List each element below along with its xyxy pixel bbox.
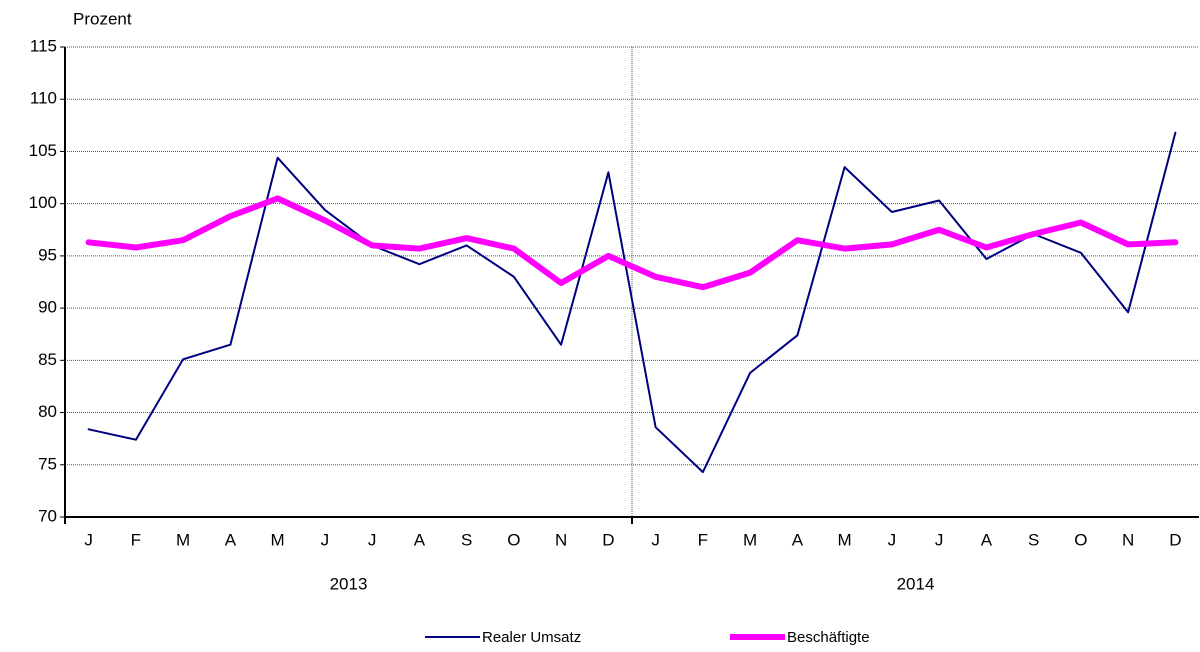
y-tick-label: 85 [38,350,57,369]
x-tick-label: S [1028,530,1039,549]
y-tick-label: 70 [38,506,57,525]
y-tick-label: 80 [38,402,57,421]
x-tick-label: D [1169,530,1181,549]
group-label: 2014 [897,574,935,593]
x-tick-label: O [1074,530,1087,549]
x-tick-label: A [981,530,993,549]
x-tick-label: F [698,530,708,549]
x-tick-label: M [743,530,757,549]
x-tick-label: J [84,530,93,549]
y-tick-label: 90 [38,298,57,317]
y-tick-label: 115 [30,36,57,55]
legend-label: Beschäftigte [787,629,870,646]
x-tick-label: M [271,530,285,549]
series-line [85,195,1179,291]
x-tick-label: J [888,530,897,549]
y-tick-label: 95 [38,245,57,264]
y-tick-label: 100 [29,193,57,212]
y-axis-label: Prozent [73,9,132,28]
x-tick-label: N [555,530,567,549]
y-tick-label: 110 [30,89,57,108]
x-tick-label: O [507,530,520,549]
y-tick-label: 75 [38,454,57,473]
x-tick-label: F [131,530,141,549]
x-tick-label: A [414,530,426,549]
x-tick-label: A [792,530,804,549]
legend-label: Realer Umsatz [482,629,581,646]
series-line [87,131,1177,474]
x-tick-label: A [225,530,237,549]
x-tick-label: M [176,530,190,549]
x-tick-label: M [838,530,852,549]
x-tick-label: J [651,530,660,549]
x-tick-label: S [461,530,472,549]
x-tick-label: J [935,530,944,549]
x-tick-label: N [1122,530,1134,549]
x-tick-label: J [368,530,377,549]
x-tick-label: J [321,530,330,549]
y-tick-label: 105 [29,141,57,160]
group-label: 2013 [330,574,368,593]
x-tick-label: D [602,530,614,549]
